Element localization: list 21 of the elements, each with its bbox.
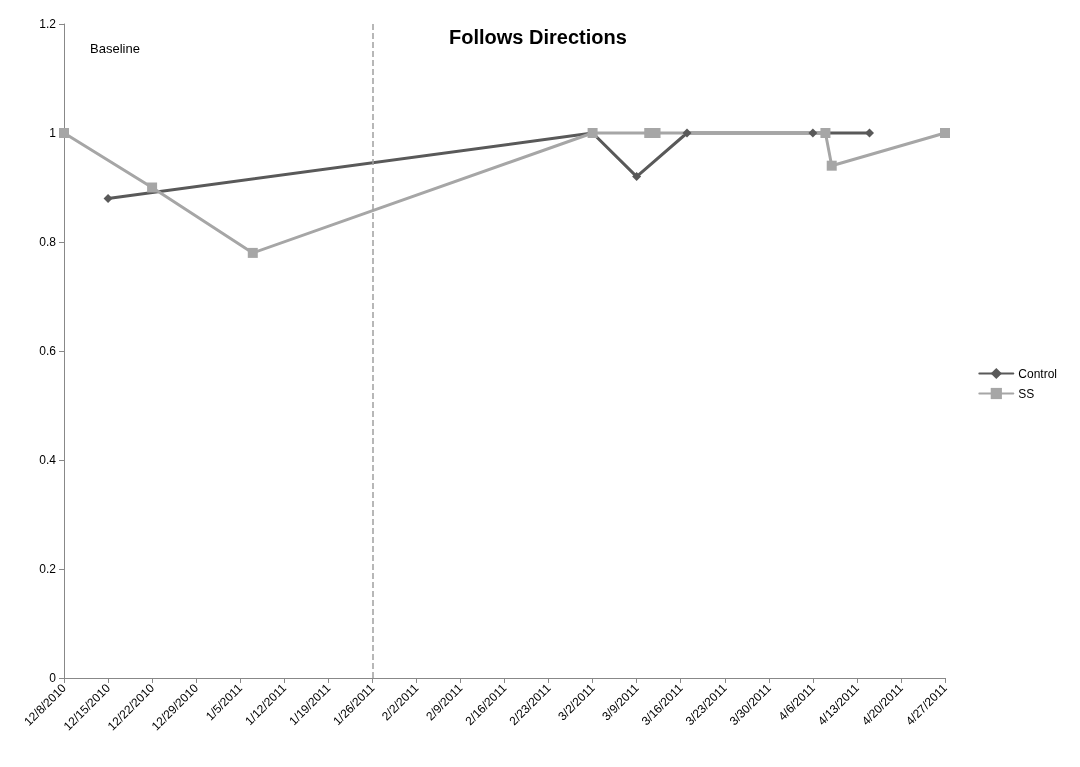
y-tick-label: 0 xyxy=(49,671,57,685)
y-tick-label: 0.8 xyxy=(39,235,57,249)
legend-label: SS xyxy=(1018,386,1035,401)
y-tick-label: 0.4 xyxy=(39,453,57,467)
point xyxy=(103,193,113,203)
point xyxy=(632,172,642,182)
point xyxy=(59,128,69,138)
y-tick-label: 0.6 xyxy=(39,344,57,358)
point xyxy=(147,182,158,193)
y-tick-label: 1.2 xyxy=(39,17,57,31)
point xyxy=(826,160,837,171)
point xyxy=(820,128,831,138)
point xyxy=(247,247,258,258)
point xyxy=(808,128,818,138)
point xyxy=(940,128,950,138)
y-tick-label: 1 xyxy=(49,126,57,140)
annotation: Baseline xyxy=(90,41,140,56)
point xyxy=(682,128,692,138)
chart-title: Follows Directions xyxy=(449,26,627,48)
y-tick-label: 0.2 xyxy=(39,562,57,576)
legend-label: Control xyxy=(1018,366,1057,381)
